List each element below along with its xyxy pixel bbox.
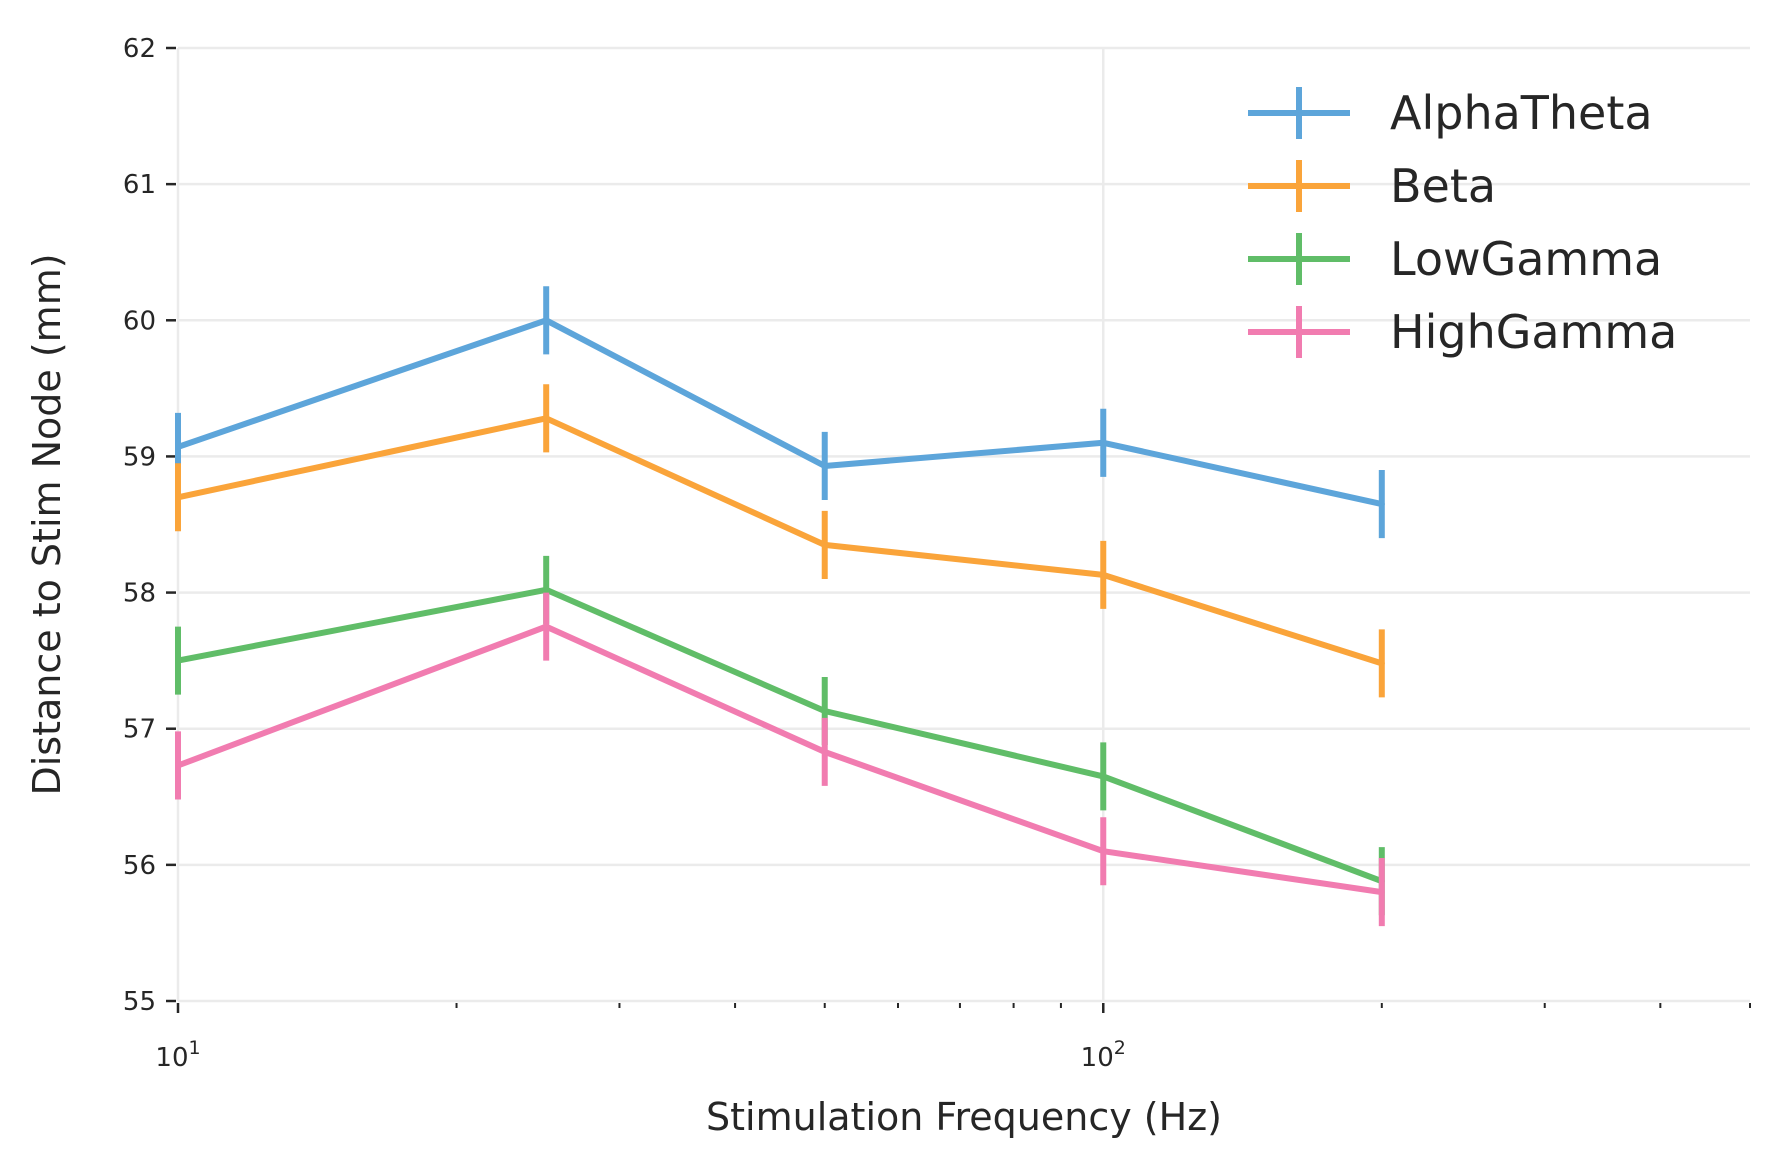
x-tick-label: 101 (155, 1037, 200, 1073)
legend-label: LowGamma (1390, 232, 1662, 286)
x-tick-label-exponent: 2 (1114, 1037, 1126, 1059)
legend-item-highgamma: HighGamma (1248, 305, 1677, 359)
legend-item-lowgamma: LowGamma (1248, 232, 1662, 286)
y-tick-label: 61 (123, 170, 156, 200)
x-tick-label-base: 10 (155, 1043, 188, 1073)
x-tick-label-exponent: 1 (189, 1037, 201, 1059)
y-tick-label: 56 (123, 851, 156, 881)
series-alphatheta (175, 286, 1385, 539)
legend-label: HighGamma (1390, 305, 1677, 359)
y-axis-label: Distance to Stim Node (mm) (25, 253, 69, 795)
series-highgamma (175, 592, 1385, 927)
legend-item-alphatheta: AlphaTheta (1248, 86, 1653, 140)
y-tick-label: 58 (123, 579, 156, 609)
y-tick-label: 60 (123, 306, 156, 336)
y-tick-label: 59 (123, 442, 156, 472)
legend-label: AlphaTheta (1390, 86, 1653, 140)
y-tick-label: 57 (123, 715, 156, 745)
x-tick-label: 102 (1081, 1037, 1126, 1073)
legend-item-beta: Beta (1248, 159, 1496, 213)
legend-label: Beta (1390, 159, 1496, 213)
series-group (175, 286, 1385, 927)
legend: AlphaTheta Beta LowGamma HighGamma (1248, 86, 1677, 359)
x-axis-label: Stimulation Frequency (Hz) (706, 1095, 1222, 1139)
y-tick-label: 62 (123, 34, 156, 64)
series-beta (175, 384, 1385, 698)
x-tick-label-base: 10 (1081, 1043, 1114, 1073)
y-tick-label: 55 (123, 987, 156, 1017)
